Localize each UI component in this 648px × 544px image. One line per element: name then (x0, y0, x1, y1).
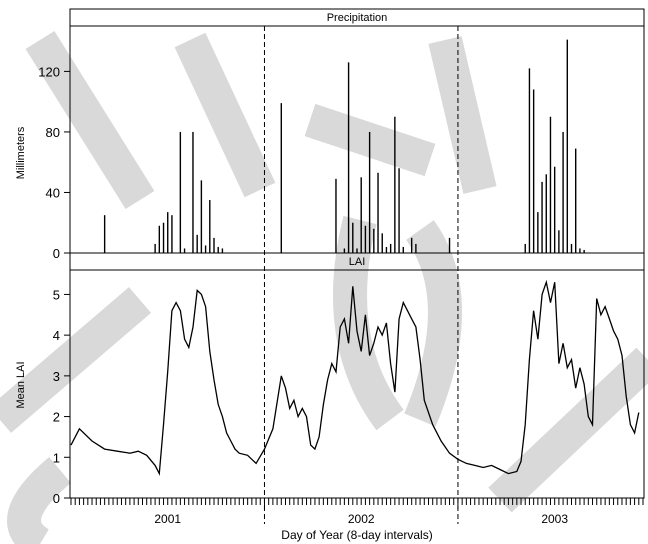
lai-series-line (70, 279, 640, 476)
precip-y-tick-label: 80 (46, 125, 60, 140)
x-axis-ticks (70, 498, 644, 509)
lai-y-axis-label: Mean LAI (15, 361, 27, 408)
year-label: 2002 (348, 512, 375, 526)
lai-y-tick-label: 1 (53, 450, 60, 465)
x-axis-year-labels: 2001 2002 2003 (154, 512, 568, 526)
precip-y-tick-label: 120 (38, 64, 60, 79)
lai-y-tick-label: 0 (53, 491, 60, 506)
lai-y-axis: 0 1 2 3 4 5 (53, 287, 70, 506)
lai-y-tick-label: 4 (53, 328, 60, 343)
x-axis-label: Day of Year (8-day intervals) (281, 528, 432, 542)
lai-panel-title: LAI (349, 256, 366, 268)
year-label: 2001 (154, 512, 181, 526)
lai-y-tick-label: 2 (53, 410, 60, 425)
precip-bars (103, 39, 585, 253)
lai-y-tick-label: 3 (53, 369, 60, 384)
precip-y-tick-label: 0 (53, 246, 60, 261)
precip-y-axis-label: Millimeters (15, 126, 27, 179)
precip-panel-title: Precipitation (327, 12, 388, 24)
precip-y-tick-label: 40 (46, 185, 60, 200)
precip-y-axis: 0 40 80 120 (38, 64, 70, 261)
proof-watermark (0, 30, 648, 544)
year-dividers (263, 26, 459, 524)
year-label: 2003 (541, 512, 568, 526)
lai-y-tick-label: 5 (53, 287, 60, 302)
